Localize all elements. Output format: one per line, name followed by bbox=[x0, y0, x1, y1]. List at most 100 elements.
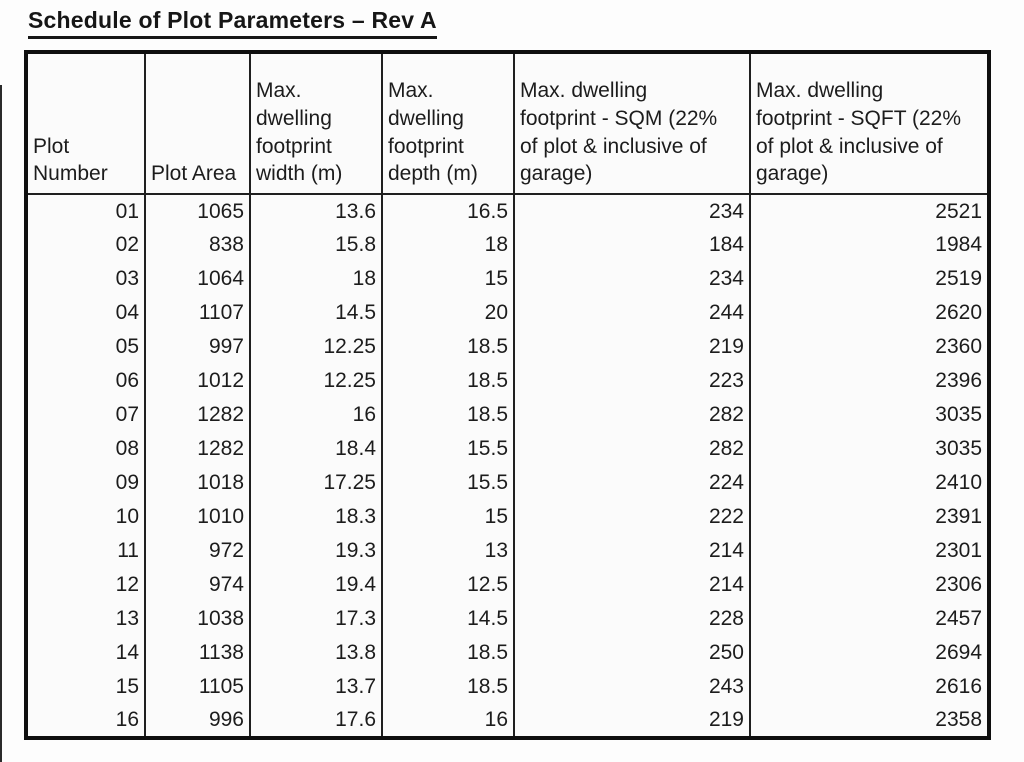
cell-plot-area: 1012 bbox=[144, 364, 250, 398]
cell-footprint-width: 13.6 bbox=[249, 194, 382, 228]
cell-footprint-sqm: 214 bbox=[513, 534, 750, 568]
table-row: 04 1107 14.5 20 244 2620 bbox=[26, 296, 989, 330]
cell-footprint-depth: 14.5 bbox=[381, 602, 514, 636]
col-header-footprint-sqm: Max. dwelling footprint - SQM (22% of pl… bbox=[513, 52, 750, 195]
cell-footprint-depth: 15.5 bbox=[381, 466, 514, 500]
table-row: 02 838 15.8 18 184 1984 bbox=[26, 228, 989, 262]
cell-plot-number: 14 bbox=[115, 641, 139, 664]
cell-plot-number: 02 bbox=[115, 233, 139, 256]
cell-footprint-sqm: 224 bbox=[513, 466, 750, 500]
cell-footprint-width: 18.3 bbox=[249, 500, 382, 534]
cell-plot-area: 1282 bbox=[144, 432, 250, 466]
table-body: 01 1065 13.6 16.5 234 2521 02 838 15.8 1… bbox=[26, 194, 989, 738]
cell-footprint-depth: 18.5 bbox=[381, 330, 514, 364]
cell-footprint-depth: 15 bbox=[381, 500, 514, 534]
cell-footprint-width: 12.25 bbox=[249, 364, 382, 398]
col-header-plot-area: Plot Area bbox=[144, 52, 250, 195]
cell-footprint-sqft: 2457 bbox=[749, 602, 989, 636]
table-row: 14 1138 13.8 18.5 250 2694 bbox=[26, 636, 989, 670]
plot-parameters-table: Plot Number Plot Area Max. dwelling foot… bbox=[24, 50, 991, 740]
col-header-plot-number: Plot Number bbox=[26, 52, 145, 195]
cell-footprint-depth: 18.5 bbox=[381, 364, 514, 398]
table-row: 09 1018 17.25 15.5 224 2410 bbox=[26, 466, 989, 500]
cell-plot-area: 974 bbox=[144, 568, 250, 602]
cell-footprint-sqm: 282 bbox=[513, 398, 750, 432]
cell-footprint-width: 14.5 bbox=[249, 296, 382, 330]
cell-footprint-sqm: 219 bbox=[513, 330, 750, 364]
cell-plot-number: 13 bbox=[115, 607, 139, 630]
col-header-footprint-width: Max. dwelling footprint width (m) bbox=[249, 52, 382, 195]
col-header-footprint-sqft: Max. dwelling footprint - SQFT (22% of p… bbox=[749, 52, 989, 195]
table-row: 12 974 19.4 12.5 214 2306 bbox=[26, 568, 989, 602]
cell-plot-area: 1105 bbox=[144, 670, 250, 704]
cell-footprint-sqft: 2519 bbox=[749, 262, 989, 296]
header-row: Plot Number Plot Area Max. dwelling foot… bbox=[26, 52, 989, 195]
cell-footprint-sqft: 2391 bbox=[749, 500, 989, 534]
cell-footprint-sqm: 234 bbox=[513, 194, 750, 228]
cell-plot-number: 12 bbox=[115, 573, 139, 596]
cell-plot-number: 11 bbox=[117, 539, 139, 562]
cell-footprint-depth: 12.5 bbox=[381, 568, 514, 602]
cell-footprint-sqft: 2360 bbox=[749, 330, 989, 364]
cell-plot-number: 04 bbox=[115, 301, 139, 324]
scan-edge-artifact bbox=[0, 85, 2, 762]
cell-footprint-sqft: 2410 bbox=[749, 466, 989, 500]
cell-plot-number: 07 bbox=[115, 403, 139, 426]
cell-plot-area: 1282 bbox=[144, 398, 250, 432]
cell-footprint-width: 13.8 bbox=[249, 636, 382, 670]
cell-plot-area: 996 bbox=[144, 704, 250, 738]
cell-footprint-width: 18.4 bbox=[249, 432, 382, 466]
cell-plot-number: 06 bbox=[115, 369, 139, 392]
cell-plot-area: 1038 bbox=[144, 602, 250, 636]
cell-footprint-sqft: 3035 bbox=[749, 398, 989, 432]
table-row: 16 996 17.6 16 219 2358 bbox=[26, 704, 989, 738]
cell-footprint-sqft: 2694 bbox=[749, 636, 989, 670]
cell-footprint-sqft: 2396 bbox=[749, 364, 989, 398]
cell-footprint-sqft: 2616 bbox=[749, 670, 989, 704]
table-row: 11 972 19.3 13 214 2301 bbox=[26, 534, 989, 568]
cell-footprint-sqm: 282 bbox=[513, 432, 750, 466]
cell-footprint-depth: 16 bbox=[381, 704, 514, 738]
table-row: 06 1012 12.25 18.5 223 2396 bbox=[26, 364, 989, 398]
cell-footprint-sqft: 2521 bbox=[749, 194, 989, 228]
table-row: 15 1105 13.7 18.5 243 2616 bbox=[26, 670, 989, 704]
cell-footprint-width: 19.4 bbox=[249, 568, 382, 602]
table-row: 03 1064 18 15 234 2519 bbox=[26, 262, 989, 296]
cell-plot-number: 09 bbox=[115, 471, 139, 494]
cell-footprint-sqft: 2358 bbox=[749, 704, 989, 738]
col-header-footprint-depth: Max. dwelling footprint depth (m) bbox=[381, 52, 514, 195]
cell-footprint-sqm: 244 bbox=[513, 296, 750, 330]
cell-footprint-depth: 18 bbox=[381, 228, 514, 262]
table-row: 05 997 12.25 18.5 219 2360 bbox=[26, 330, 989, 364]
cell-footprint-depth: 15 bbox=[381, 262, 514, 296]
cell-footprint-depth: 18.5 bbox=[381, 670, 514, 704]
cell-footprint-depth: 20 bbox=[381, 296, 514, 330]
cell-footprint-width: 13.7 bbox=[249, 670, 382, 704]
cell-plot-area: 1064 bbox=[144, 262, 250, 296]
cell-footprint-width: 12.25 bbox=[249, 330, 382, 364]
cell-footprint-width: 17.6 bbox=[249, 704, 382, 738]
cell-footprint-depth: 18.5 bbox=[381, 636, 514, 670]
cell-footprint-depth: 15.5 bbox=[381, 432, 514, 466]
cell-footprint-width: 17.25 bbox=[249, 466, 382, 500]
cell-footprint-depth: 18.5 bbox=[381, 398, 514, 432]
table-row: 13 1038 17.3 14.5 228 2457 bbox=[26, 602, 989, 636]
cell-footprint-sqm: 228 bbox=[513, 602, 750, 636]
cell-plot-area: 1107 bbox=[144, 296, 250, 330]
cell-plot-area: 1065 bbox=[144, 194, 250, 228]
cell-plot-area: 838 bbox=[144, 228, 250, 262]
cell-plot-number: 03 bbox=[115, 267, 139, 290]
cell-footprint-sqft: 2306 bbox=[749, 568, 989, 602]
table-row: 10 1010 18.3 15 222 2391 bbox=[26, 500, 989, 534]
cell-footprint-width: 19.3 bbox=[249, 534, 382, 568]
cell-plot-area: 972 bbox=[144, 534, 250, 568]
cell-plot-number: 05 bbox=[115, 335, 139, 358]
table-row: 07 1282 16 18.5 282 3035 bbox=[26, 398, 989, 432]
cell-footprint-depth: 13 bbox=[381, 534, 514, 568]
cell-plot-area: 1138 bbox=[144, 636, 250, 670]
cell-footprint-width: 18 bbox=[249, 262, 382, 296]
table-row: 08 1282 18.4 15.5 282 3035 bbox=[26, 432, 989, 466]
cell-footprint-sqft: 2620 bbox=[749, 296, 989, 330]
cell-footprint-sqm: 222 bbox=[513, 500, 750, 534]
cell-plot-area: 1018 bbox=[144, 466, 250, 500]
